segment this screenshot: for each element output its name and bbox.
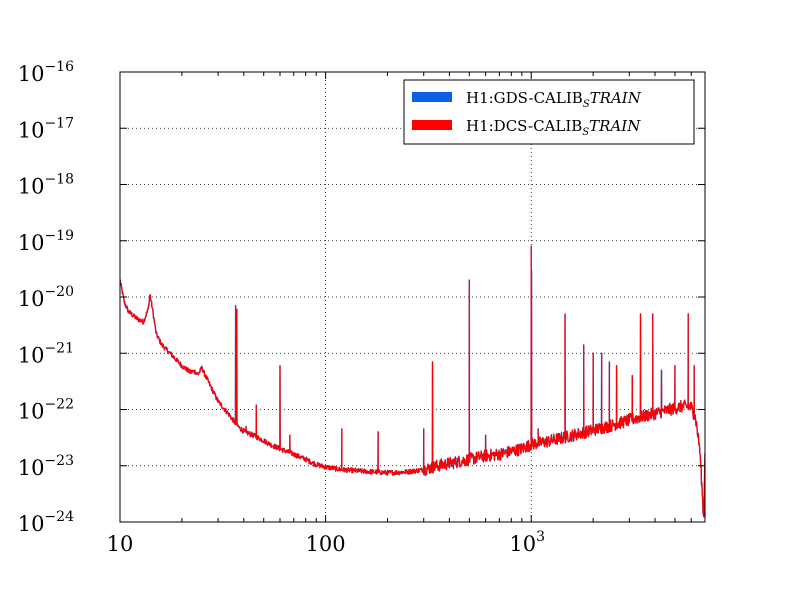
legend-box (403, 79, 695, 145)
x-tick-label: 100 (306, 532, 346, 556)
y-tick-exponent: −24 (44, 509, 74, 525)
x-tick-label: 10 (107, 532, 134, 556)
legend-label-subscript: S (583, 99, 590, 110)
y-tick-exponent: −20 (44, 284, 74, 300)
legend-label-1: H1:GDS-CALIBSTRAIN (466, 89, 642, 110)
ticks (119, 71, 705, 523)
legend-swatch-2 (412, 120, 452, 130)
y-tick-exponent: −21 (44, 340, 74, 356)
legend-label-main: H1:GDS-CALIB (466, 89, 583, 107)
x-tick-exponent: 3 (536, 529, 545, 545)
legend-label-2: H1:DCS-CALIBSTRAIN (466, 117, 641, 138)
legend-label-main: H1:DCS-CALIB (466, 117, 582, 135)
legend-label-subscript: S (582, 127, 589, 138)
y-tick-exponent: −23 (44, 453, 74, 469)
legend-label-italic: TRAIN (589, 117, 641, 135)
plot-area (120, 245, 705, 518)
y-tick-exponent: −22 (44, 397, 74, 413)
y-tick-exponent: −18 (44, 172, 74, 188)
y-tick-exponent: −17 (44, 115, 74, 131)
series-line-2 (120, 245, 705, 518)
legend-swatch-1 (412, 92, 452, 102)
y-tick-labels: 10−1610−1710−1810−1910−2010−2110−2210−23… (18, 59, 74, 536)
y-tick-exponent: −16 (44, 59, 74, 75)
legend-label-italic: TRAIN (590, 89, 642, 107)
y-tick-exponent: −19 (44, 228, 74, 244)
